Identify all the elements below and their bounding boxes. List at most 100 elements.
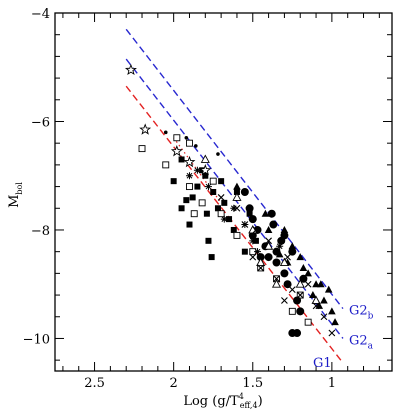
data-point-open-triangle	[311, 295, 321, 304]
data-point-filled-square	[214, 205, 221, 212]
y-axis-label: Mbol	[7, 182, 24, 208]
data-point-cross	[265, 237, 272, 245]
y-axis-label-sub: bol	[15, 182, 24, 195]
data-point-asterisk	[254, 248, 262, 256]
data-point-filled-triangle	[324, 285, 333, 293]
data-point-filled-square	[178, 205, 185, 212]
data-point-open-square	[304, 318, 312, 326]
data-point-filled-square	[189, 194, 196, 201]
x-tick-label: 2.5	[84, 376, 105, 391]
x-axis-label-sub: eff,4	[240, 401, 258, 410]
data-point-cross	[328, 329, 336, 337]
data-point-filled-square	[233, 189, 240, 195]
data-point-filled-circle	[293, 296, 302, 305]
data-point-open-star	[139, 123, 152, 135]
data-point-filled-square	[246, 210, 253, 217]
x-tick-label: 1	[328, 376, 336, 391]
data-point-filled-circle	[283, 280, 292, 289]
line-g1-label: G1	[313, 356, 332, 371]
data-point-open-triangle	[256, 257, 266, 266]
data-point-filled-square	[230, 226, 237, 233]
data-point-cross	[273, 275, 280, 283]
data-point-cross	[281, 297, 288, 304]
data-point-filled-square	[186, 221, 193, 228]
data-point-filled-triangle	[317, 280, 325, 288]
x-axis-label-main: Log (g/T	[183, 394, 239, 409]
y-axis-label-main: M	[7, 195, 22, 208]
data-point-open-square	[233, 231, 241, 239]
data-point-open-triangle	[264, 241, 274, 250]
data-point-filled-square	[205, 237, 212, 244]
data-point-filled-square	[194, 183, 201, 190]
data-point-filled-circle	[272, 258, 281, 267]
data-point-open-square	[190, 210, 198, 218]
data-point-filled-circle	[240, 188, 249, 196]
data-point-filled-triangle	[264, 225, 273, 233]
data-point-open-star	[124, 63, 137, 76]
line-g2b-label: G2b	[349, 304, 374, 322]
x-axis-label-sup: 4	[239, 392, 244, 401]
reference-lines: G1 G2a G2b	[125, 28, 374, 371]
line-g2b-label-sub: b	[368, 312, 374, 322]
data-point-filled-circle	[280, 231, 289, 240]
data-point-filled-circle	[256, 253, 265, 262]
data-point-filled-triangle	[275, 250, 284, 258]
data-point-asterisk	[185, 172, 193, 180]
data-point-open-triangle	[232, 192, 242, 201]
data-point-asterisk	[276, 242, 284, 250]
data-point-filled-circle	[248, 215, 257, 224]
data-point-cross	[296, 291, 304, 299]
line-g2b	[125, 28, 344, 310]
x-tick-label: 2	[170, 376, 178, 391]
data-point-filled-square	[170, 178, 177, 185]
data-point-filled-circle	[299, 274, 308, 283]
data-point-filled-triangle	[299, 263, 308, 271]
data-point-open-square	[288, 307, 296, 315]
y-tick-label: −8	[31, 224, 50, 239]
data-point-cross	[252, 226, 260, 234]
data-point-cross	[304, 280, 312, 288]
data-point-open-triangle	[200, 154, 210, 163]
tick-marks	[55, 12, 392, 371]
x-tick-label: 1.5	[242, 376, 263, 391]
data-point-open-triangle	[271, 279, 282, 288]
data-point-filled-circle	[245, 204, 254, 213]
data-point-small-dot	[184, 135, 189, 140]
data-point-filled-square	[183, 197, 190, 204]
data-point-cross	[320, 313, 328, 321]
data-point-filled-square	[218, 178, 225, 185]
data-point-filled-square	[208, 254, 215, 261]
data-point-asterisk	[220, 215, 228, 223]
data-point-small-dot	[194, 144, 198, 148]
data-point-filled-triangle	[331, 318, 339, 326]
data-point-filled-triangle	[328, 307, 336, 315]
data-point-small-dot	[163, 130, 168, 135]
y-tick-label: −10	[23, 332, 50, 347]
data-point-filled-circle	[269, 220, 278, 229]
data-point-filled-circle	[288, 247, 297, 256]
data-point-filled-square	[202, 172, 209, 179]
data-point-open-square	[138, 145, 146, 153]
data-point-filled-triangle	[233, 182, 241, 190]
data-point-filled-triangle	[261, 209, 270, 217]
data-point-filled-circle	[296, 307, 305, 316]
data-point-open-star	[170, 145, 183, 157]
data-point-open-square	[186, 183, 193, 191]
data-point-filled-circle	[264, 253, 273, 262]
data-point-cross	[257, 264, 265, 272]
data-point-asterisk	[241, 221, 249, 229]
data-point-open-square	[209, 177, 217, 185]
data-point-open-star	[199, 163, 212, 176]
data-point-open-triangle	[295, 279, 305, 288]
line-g2a-label-sub: a	[368, 341, 374, 351]
data-point-filled-square	[221, 199, 228, 206]
data-point-filled-triangle	[296, 253, 305, 261]
data-point-filled-square	[241, 248, 248, 255]
data-point-filled-circle	[267, 209, 276, 218]
line-g1	[125, 85, 344, 364]
line-g2a-label: G2a	[349, 333, 374, 351]
data-point-open-star	[183, 155, 196, 168]
data-point-filled-square	[203, 210, 210, 217]
